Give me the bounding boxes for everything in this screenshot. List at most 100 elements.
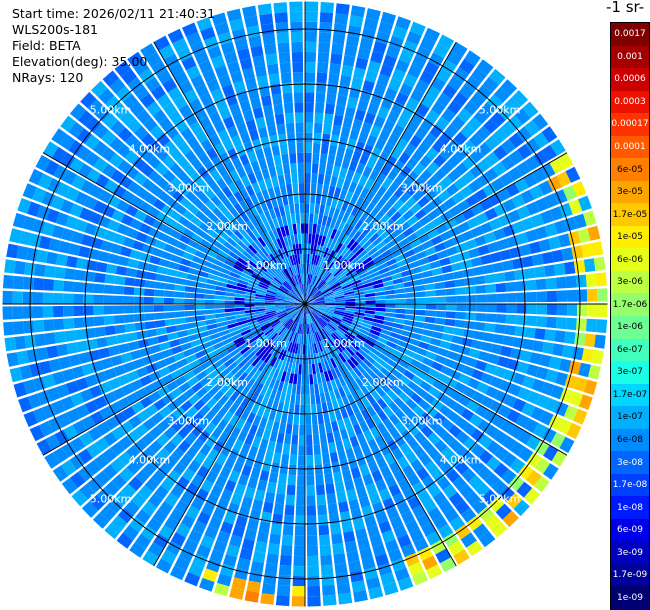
ray-gate	[331, 533, 343, 545]
ray-gate	[372, 543, 386, 557]
ray-gate	[356, 454, 367, 467]
ray-gate	[443, 238, 456, 249]
ray-gate	[563, 405, 578, 421]
ray-gate	[555, 276, 567, 289]
ray-gate	[545, 398, 560, 413]
ray-gate	[316, 279, 324, 289]
ray-gate	[430, 468, 445, 483]
ray-gate	[221, 84, 235, 97]
ray-gate	[484, 323, 496, 333]
ray-gate	[346, 489, 358, 501]
ray-gate	[284, 319, 293, 328]
ray-gate	[250, 193, 259, 206]
ray-gate	[229, 390, 240, 402]
ray-gate	[214, 22, 230, 36]
ray-gate	[440, 210, 453, 223]
ray-gate	[308, 364, 313, 375]
ray-gate	[292, 424, 299, 435]
ray-gate	[342, 55, 356, 67]
ray-gate	[176, 358, 189, 369]
ray-gate	[90, 237, 104, 250]
ray-gate	[275, 275, 284, 284]
ray-gate	[326, 238, 334, 249]
ray-gate	[429, 124, 444, 139]
ray-gate	[267, 543, 280, 555]
ray-gate	[291, 322, 297, 332]
ray-gate	[420, 412, 433, 425]
ray-gate	[228, 194, 239, 207]
ray-gate	[311, 343, 316, 354]
ray-gate	[468, 348, 481, 359]
ray-gate	[6, 243, 19, 259]
azimuth-gridline	[42, 152, 306, 305]
ray-gate	[315, 363, 320, 374]
ray-gate	[354, 309, 366, 313]
ray-gate	[315, 255, 321, 266]
ray-gate	[350, 342, 360, 351]
ray-gate	[123, 286, 135, 295]
ray-gate	[240, 386, 251, 397]
ray-gate	[342, 318, 353, 325]
ray-gate	[305, 253, 308, 264]
ray-gate	[499, 249, 512, 261]
ray-gate	[207, 369, 219, 381]
ray-gate	[157, 419, 171, 433]
ray-gate	[377, 106, 390, 120]
ray-gate	[186, 328, 198, 336]
ray-gate	[305, 294, 308, 304]
ray-gate	[573, 213, 587, 229]
ray-gate	[292, 353, 298, 364]
ray-gate	[460, 259, 473, 270]
ray-gate	[104, 522, 121, 540]
ray-gate	[347, 271, 358, 279]
ray-gate	[354, 219, 364, 231]
ray-gate	[456, 295, 467, 303]
ray-gate	[147, 206, 161, 219]
ray-gate	[17, 198, 32, 214]
ray-gate	[239, 548, 253, 561]
ray-gate	[343, 314, 354, 320]
ray-gate	[414, 208, 427, 221]
ray-gate	[336, 327, 346, 336]
ray-gate	[419, 155, 432, 169]
ray-gate	[186, 31, 202, 47]
ray-gate	[83, 195, 98, 210]
ray-gate	[294, 333, 299, 344]
ray-gate	[130, 218, 143, 231]
ray-gate	[305, 384, 310, 395]
ray-gate	[359, 236, 369, 247]
ray-gate	[211, 12, 227, 26]
ray-gate	[197, 355, 209, 365]
ray-gate	[98, 88, 115, 105]
ray-gate	[174, 119, 189, 133]
ray-gate	[305, 296, 313, 304]
ray-gate	[578, 394, 593, 410]
ray-gate	[325, 216, 333, 228]
ray-gate	[386, 206, 397, 218]
ray-gate	[267, 63, 279, 75]
ray-gate	[326, 380, 333, 392]
ray-gate	[354, 247, 365, 257]
ray-gate	[544, 264, 556, 277]
ray-gate	[469, 132, 484, 148]
ray-gate	[246, 337, 257, 346]
azimuth-gridline	[304, 303, 568, 456]
ray-gate	[287, 413, 294, 425]
ray-gate	[204, 289, 216, 295]
ray-gate	[267, 187, 276, 199]
ray-gate	[141, 447, 156, 461]
ray-gate	[336, 94, 348, 107]
ray-gate	[356, 433, 367, 445]
ray-gate	[268, 472, 279, 484]
ray-gate	[265, 419, 274, 431]
colorbar-swatch	[611, 361, 649, 385]
ray-gate	[252, 551, 266, 563]
ray-gate	[194, 350, 207, 359]
ray-gate	[261, 234, 270, 245]
ray-gate	[310, 353, 315, 365]
ray-gate	[133, 305, 144, 313]
ray-gate	[227, 61, 241, 74]
ray-gate	[321, 328, 329, 338]
ray-gate	[297, 323, 301, 334]
ray-gate	[350, 216, 360, 228]
